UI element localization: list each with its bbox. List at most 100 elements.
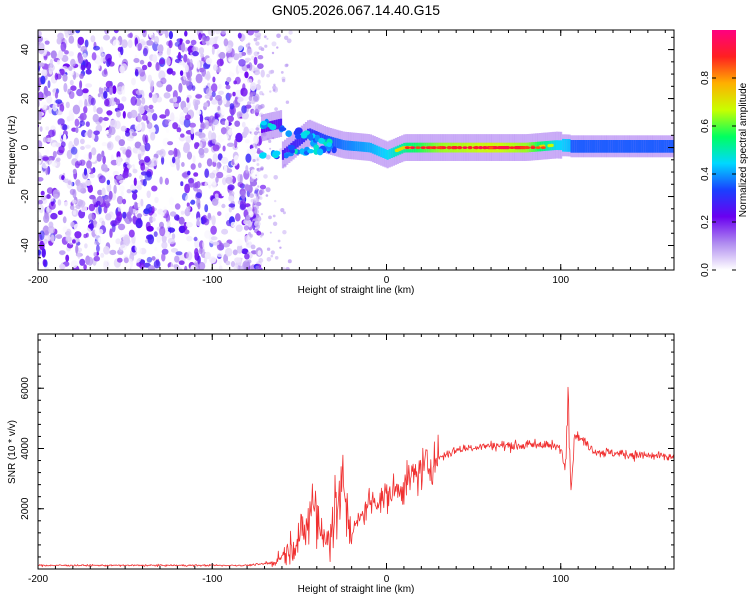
noise-blob xyxy=(185,39,191,45)
signal-core xyxy=(668,140,671,153)
signal-core xyxy=(595,140,598,153)
noise-blob xyxy=(55,142,61,148)
signal-core xyxy=(660,140,663,153)
noise-blob xyxy=(107,142,112,149)
noise-blob xyxy=(103,205,108,214)
noise-blob xyxy=(172,122,179,130)
noise-blob xyxy=(266,257,272,262)
noise-blob xyxy=(187,170,191,176)
noise-blob xyxy=(42,136,48,143)
signal-core xyxy=(363,142,366,152)
noise-blob xyxy=(144,134,149,144)
noise-blob xyxy=(98,204,102,215)
noise-blob xyxy=(146,122,153,129)
noise-blob xyxy=(265,187,271,193)
noise-blob xyxy=(77,250,81,259)
signal-core xyxy=(545,141,548,151)
noise-blob xyxy=(58,124,62,133)
noise-blob xyxy=(62,216,67,224)
noise-blob xyxy=(259,235,263,238)
snr-x-tick-label: 0 xyxy=(384,574,390,585)
noise-blob xyxy=(106,179,111,185)
noise-blob xyxy=(79,80,83,90)
noise-blob xyxy=(223,253,229,264)
noise-blob xyxy=(79,159,86,166)
noise-blob xyxy=(249,148,257,155)
signal-core xyxy=(350,141,354,151)
noise-blob xyxy=(218,51,226,60)
noise-blob xyxy=(132,192,138,201)
noise-blob xyxy=(38,204,44,214)
noise-blob xyxy=(105,213,112,221)
signal-branch xyxy=(283,153,289,159)
signal-peak xyxy=(472,146,478,150)
noise-blob xyxy=(47,80,51,89)
spectrogram-data xyxy=(38,30,674,270)
noise-blob xyxy=(198,47,205,55)
noise-blob xyxy=(238,59,246,67)
noise-blob xyxy=(228,58,234,64)
spectrogram-x-tick-label: -200 xyxy=(28,275,48,286)
noise-blob xyxy=(183,53,188,63)
signal-branch xyxy=(316,148,324,156)
noise-blob xyxy=(134,141,142,149)
noise-blob xyxy=(45,194,52,200)
noise-blob xyxy=(270,250,275,255)
noise-blob xyxy=(153,260,161,269)
noise-blob xyxy=(203,102,209,108)
noise-blob xyxy=(169,211,177,217)
noise-blob xyxy=(137,216,142,224)
noise-blob xyxy=(255,83,261,91)
noise-blob xyxy=(91,52,97,61)
noise-blob xyxy=(75,244,79,254)
noise-blob xyxy=(56,37,62,45)
noise-blob xyxy=(194,142,200,148)
noise-blob xyxy=(103,117,109,121)
noise-blob xyxy=(112,39,120,48)
noise-blob xyxy=(246,251,250,255)
noise-blob xyxy=(236,244,243,254)
colorbar-tick-label: 0.0 xyxy=(700,263,711,277)
signal-core xyxy=(622,140,625,153)
noise-blob xyxy=(122,198,127,205)
signal-core xyxy=(562,138,565,152)
signal-core xyxy=(568,139,571,152)
noise-blob xyxy=(109,119,117,129)
noise-blob xyxy=(259,184,267,190)
noise-blob xyxy=(166,220,171,228)
noise-blob xyxy=(227,184,235,191)
noise-blob xyxy=(227,128,233,136)
signal-core xyxy=(599,140,602,153)
noise-blob xyxy=(142,178,147,187)
noise-blob xyxy=(121,39,128,49)
noise-blob xyxy=(133,58,140,63)
noise-blob xyxy=(171,233,176,240)
noise-blob xyxy=(222,242,230,248)
noise-blob xyxy=(154,196,159,204)
noise-blob xyxy=(167,141,174,146)
noise-blob xyxy=(253,131,259,136)
spectrogram-y-tick-label: 0 xyxy=(20,144,31,150)
noise-blob xyxy=(255,127,260,131)
noise-blob xyxy=(215,176,219,183)
noise-blob xyxy=(38,62,45,67)
noise-blob xyxy=(44,40,50,45)
noise-blob xyxy=(143,105,149,111)
noise-blob xyxy=(124,30,130,33)
snr-data xyxy=(38,386,674,568)
noise-blob xyxy=(75,30,81,34)
signal-peak xyxy=(525,146,531,150)
noise-blob xyxy=(276,33,281,39)
noise-blob xyxy=(183,142,190,152)
noise-blob xyxy=(131,132,137,137)
noise-blob xyxy=(93,130,100,136)
noise-blob xyxy=(48,129,55,138)
noise-blob xyxy=(211,83,218,93)
noise-blob xyxy=(38,30,42,37)
noise-blob xyxy=(236,111,243,118)
signal-core xyxy=(275,119,278,130)
noise-blob xyxy=(117,205,122,213)
noise-blob xyxy=(40,101,48,110)
noise-blob xyxy=(180,181,184,187)
noise-blob xyxy=(204,204,209,213)
